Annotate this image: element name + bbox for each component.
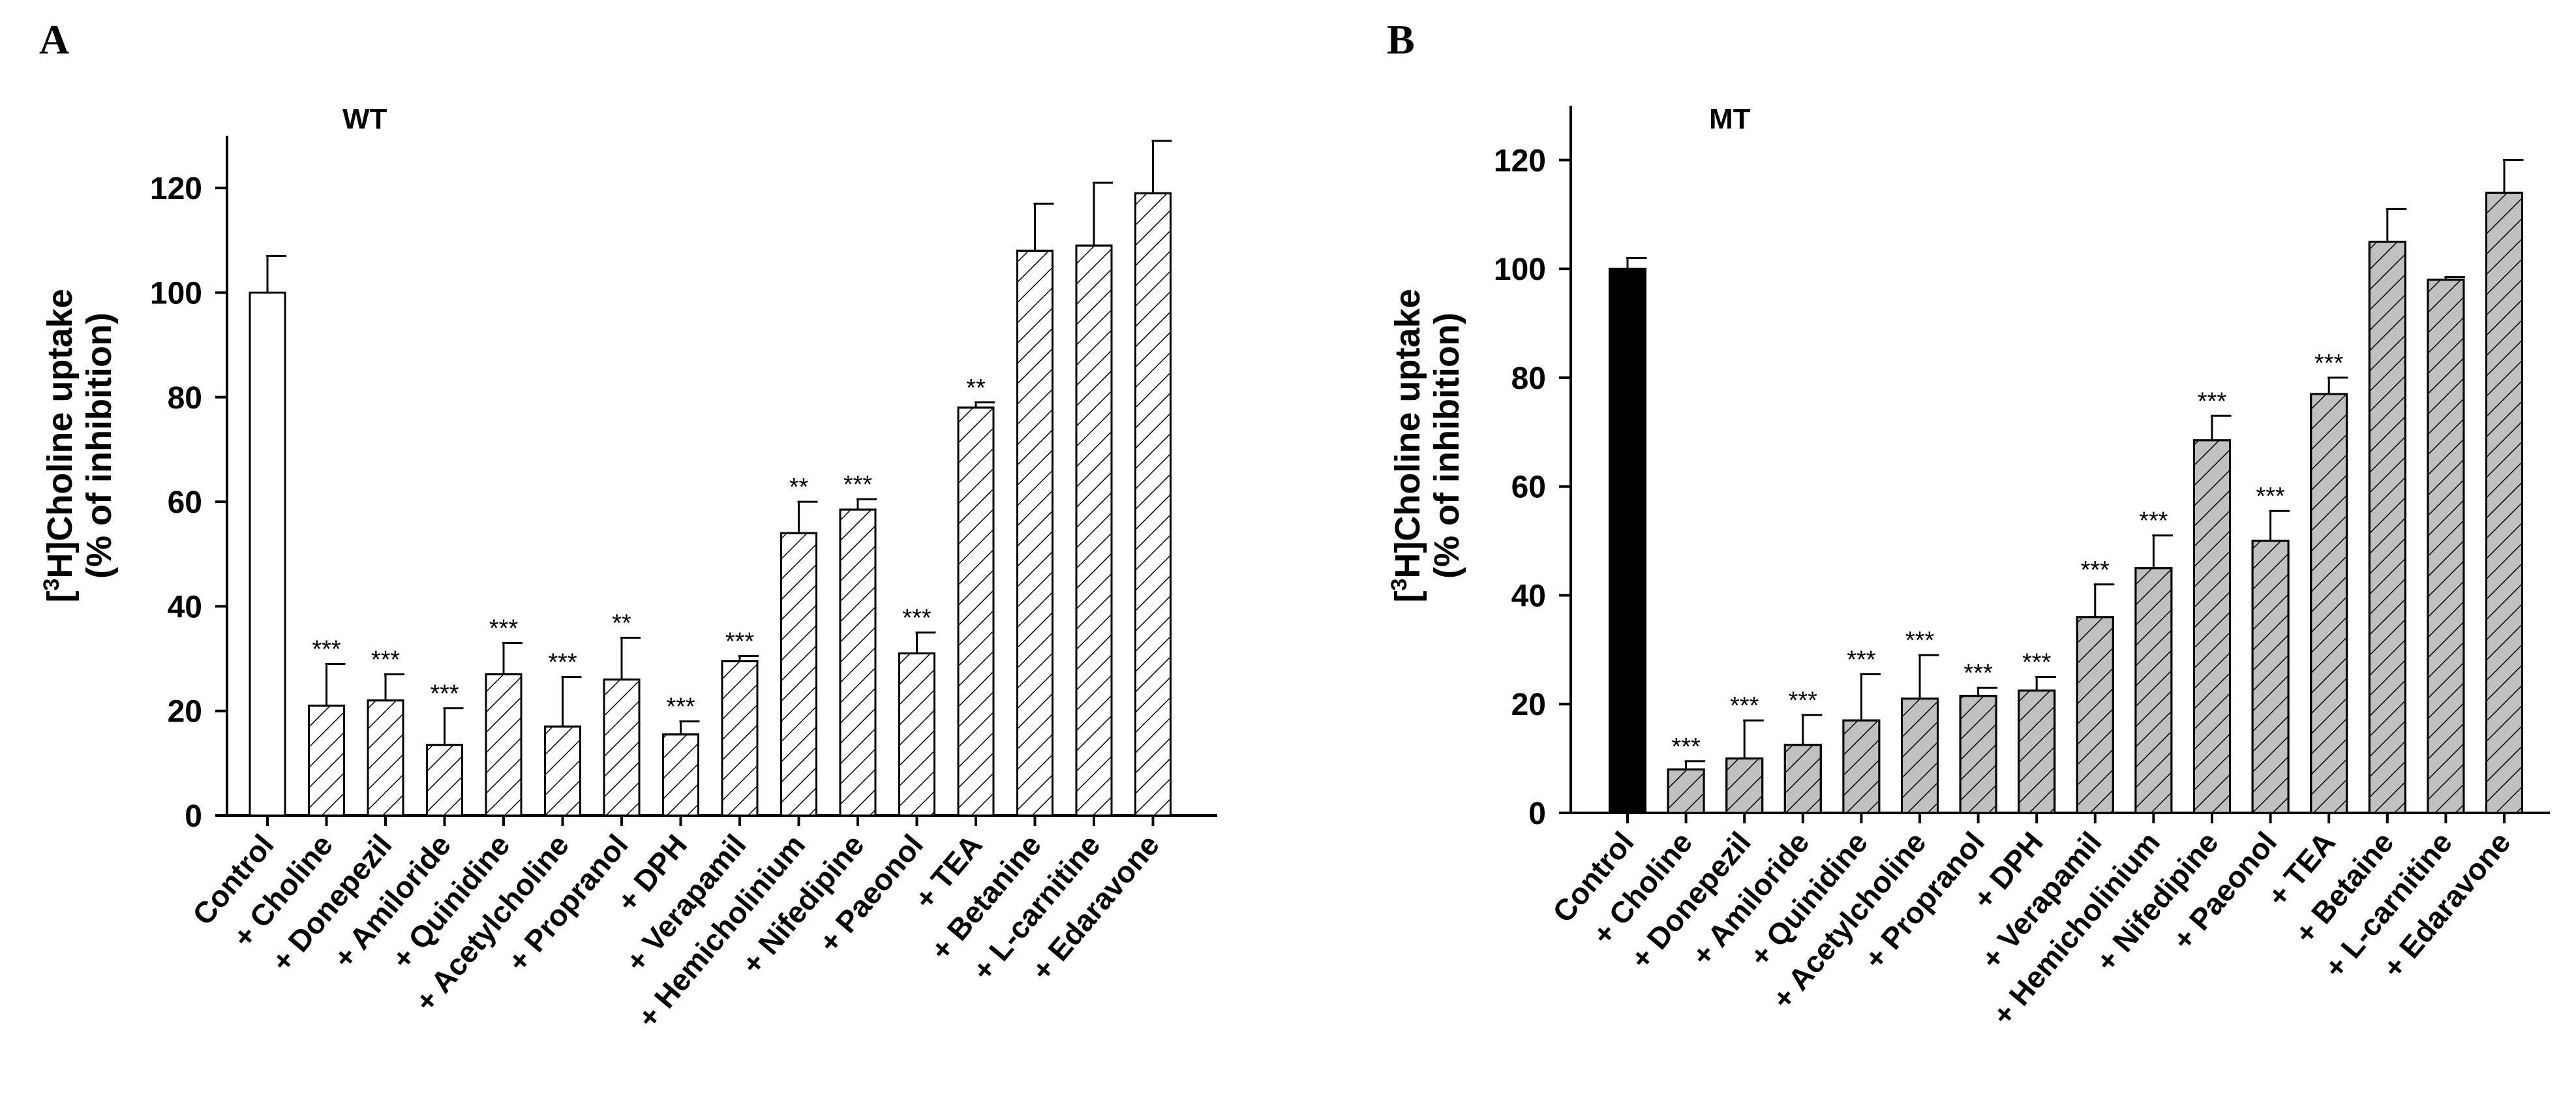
bar-hatch <box>2018 689 2056 814</box>
bar-hatch <box>603 679 641 817</box>
bar-hatch <box>780 532 817 817</box>
y-tick-label: 40 <box>168 590 202 624</box>
bar-hatch <box>2193 439 2231 814</box>
y-tick-label: 20 <box>168 695 202 729</box>
bar-hatch <box>2368 240 2406 814</box>
bar-hatch <box>957 406 995 817</box>
significance-label: *** <box>2139 508 2168 535</box>
significance-label: *** <box>312 636 341 663</box>
y-tick-label: 100 <box>1494 252 1546 287</box>
significance-label: *** <box>2081 557 2110 584</box>
significance-label: *** <box>843 471 873 498</box>
bar-hatch <box>1134 192 1172 817</box>
y-axis-label-superscript: 3 <box>39 579 64 591</box>
bar-hatch <box>1016 249 1053 817</box>
y-tick-label: 60 <box>168 485 202 520</box>
significance-label: *** <box>1671 733 1701 761</box>
bar-hatch <box>1725 757 1764 814</box>
bar-hatch <box>2427 279 2465 814</box>
significance-label: *** <box>489 615 519 642</box>
bar-hatch <box>721 660 759 817</box>
bar-hatch <box>2134 567 2173 814</box>
significance-label: ** <box>612 609 631 637</box>
significance-label: *** <box>1905 627 1935 654</box>
bar-hatch <box>839 508 877 817</box>
group-label: WT <box>342 103 387 135</box>
significance-label: *** <box>902 604 932 632</box>
significance-label: *** <box>1730 692 1759 720</box>
significance-label: *** <box>1963 660 1993 687</box>
bar-hatch <box>1783 744 1822 814</box>
significance-label: *** <box>2198 388 2227 415</box>
y-axis-label-superscript: 3 <box>1387 579 1412 591</box>
bar-hatch <box>2076 616 2114 814</box>
y-tick-label: 20 <box>1511 688 1546 722</box>
bar-hatch <box>662 733 699 817</box>
y-tick-label: 80 <box>1511 361 1546 396</box>
panel-letter: A <box>39 16 69 63</box>
bar-hatch <box>485 673 523 817</box>
bar-hatch <box>1901 697 1939 814</box>
y-tick-label: 80 <box>168 381 202 416</box>
bar-hatch <box>1667 768 1705 814</box>
bar-hatch <box>544 725 581 817</box>
significance-label: *** <box>725 628 755 656</box>
significance-label: *** <box>1847 646 1876 673</box>
significance-label: *** <box>548 649 577 677</box>
y-axis-label: [3H]Choline uptake <box>1387 289 1427 603</box>
bar-hatch <box>367 699 404 817</box>
panel-b: B MT [3H]Choline uptake (% of inhibition… <box>1387 16 2550 1031</box>
y-tick-label: 0 <box>1528 797 1546 831</box>
y-tick-label: 60 <box>1511 470 1546 505</box>
bar-hatch <box>1075 244 1113 817</box>
bar-hatch <box>2251 540 2290 814</box>
group-label: MT <box>1709 103 1751 135</box>
panel-letter: B <box>1387 16 1415 63</box>
y-tick-label: 0 <box>185 799 202 834</box>
significance-label: *** <box>2022 649 2052 677</box>
y-axis-label-line2: (% of inhibition) <box>1427 313 1466 579</box>
significance-label: *** <box>2314 350 2344 377</box>
y-axis-label-line2: (% of inhibition) <box>80 313 119 579</box>
bar-hatch <box>426 744 463 817</box>
significance-label: ** <box>789 474 809 501</box>
bar-hatch <box>308 705 345 817</box>
y-tick-label: 100 <box>150 276 202 311</box>
bar-hatch <box>1842 719 1881 814</box>
bar-hatch <box>1959 695 1997 814</box>
bar-hatch <box>2485 191 2523 814</box>
significance-label: *** <box>2256 483 2285 510</box>
significance-label: *** <box>1789 687 1818 714</box>
y-tick-label: 40 <box>1511 579 1546 613</box>
significance-label: ** <box>966 374 986 402</box>
bar-hatch <box>2310 393 2348 814</box>
significance-label: *** <box>666 694 695 721</box>
bar <box>249 291 286 817</box>
y-axis-label: [3H]Choline uptake <box>39 289 80 603</box>
bar-hatch <box>898 652 935 817</box>
panel-a: A WT [3H]Choline uptake (% of inhibition… <box>39 16 1217 1034</box>
y-tick-label: 120 <box>150 172 202 206</box>
significance-label: *** <box>430 680 459 708</box>
significance-label: *** <box>371 647 401 674</box>
bar <box>1609 267 1646 814</box>
y-tick-label: 120 <box>1494 144 1546 178</box>
